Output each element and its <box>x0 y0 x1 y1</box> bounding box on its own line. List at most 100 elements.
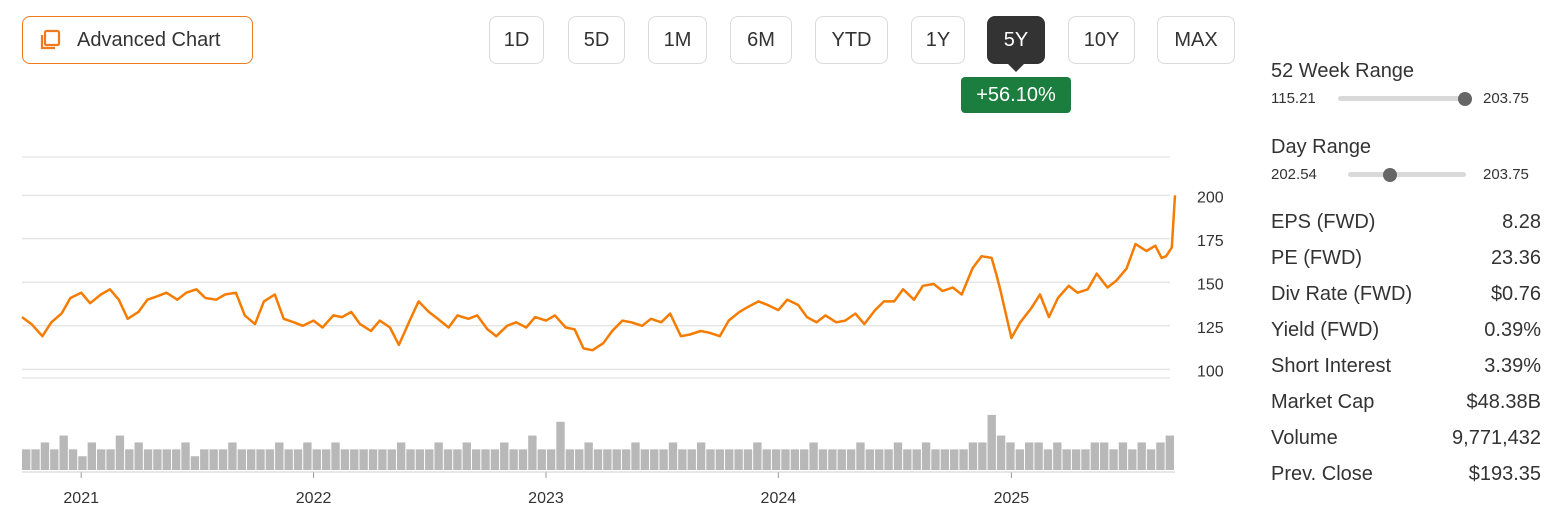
stat-label: EPS (FWD) <box>1271 211 1376 233</box>
volume-bar <box>809 442 818 470</box>
volume-bar <box>696 442 706 470</box>
stat-row-volume: Volume 9,771,432 <box>1271 427 1541 450</box>
volume-bar <box>181 442 190 470</box>
stat-value: 8.28 <box>1502 211 1541 233</box>
period-button-1m[interactable]: 1M <box>648 16 707 64</box>
period-button-10y[interactable]: 10Y <box>1068 16 1135 64</box>
volume-bar <box>303 442 312 470</box>
volume-bar <box>1128 449 1137 470</box>
week52-low: 115.21 <box>1271 90 1316 107</box>
volume-bar <box>275 442 284 470</box>
x-tick-label: 2023 <box>528 490 564 507</box>
volume-bar <box>800 449 809 470</box>
volume-bar <box>593 449 603 470</box>
volume-bar <box>265 449 275 470</box>
volume-bar <box>40 442 50 470</box>
volume-bar <box>340 449 350 470</box>
volume-bar <box>378 449 387 470</box>
volume-bar <box>678 449 687 470</box>
y-tick-label: 125 <box>1197 320 1224 337</box>
price-chart[interactable]: 100 125 150 175 200 2021 2022 2023 2024 2025 <box>0 0 1250 530</box>
volume-bar <box>406 449 415 470</box>
volume-bar <box>584 442 593 470</box>
stat-row-market-cap: Market Cap $48.38B <box>1271 391 1541 414</box>
period-button-max[interactable]: MAX <box>1157 16 1235 64</box>
volume-bar <box>1062 449 1071 470</box>
stat-label: Short Interest <box>1271 355 1392 377</box>
x-tick-label: 2024 <box>761 490 797 507</box>
volume-bar <box>143 449 153 470</box>
volume-bar <box>1081 449 1090 470</box>
week52-marker <box>1457 92 1472 106</box>
stat-label: Div Rate (FWD) <box>1271 283 1413 305</box>
week52-title: 52 Week Range <box>1271 60 1415 82</box>
volume-bar <box>912 449 921 470</box>
volume-bar <box>1137 442 1146 470</box>
change-badge: +56.10% <box>961 77 1071 113</box>
period-button-1d[interactable]: 1D <box>489 16 544 64</box>
stat-row-pe: PE (FWD) 23.36 <box>1271 247 1541 270</box>
volume-bar <box>640 449 650 470</box>
volume-bar <box>425 449 434 470</box>
period-button-ytd[interactable]: YTD <box>815 16 888 64</box>
volume-bar <box>603 449 612 470</box>
volume-bar <box>921 442 931 470</box>
x-tick-label: 2021 <box>63 490 99 507</box>
day-range-low: 202.54 <box>1271 166 1317 183</box>
volume-bar <box>875 449 884 470</box>
stat-row-eps: EPS (FWD) 8.28 <box>1271 211 1541 234</box>
stat-value: $48.38B <box>1466 391 1541 413</box>
day-range-marker <box>1383 168 1398 182</box>
volume-bar <box>828 449 837 470</box>
y-tick-label: 150 <box>1197 276 1224 293</box>
volume-bar <box>87 442 96 470</box>
volume-bar <box>490 449 500 470</box>
stat-value: $0.76 <box>1490 283 1541 305</box>
advanced-chart-button[interactable]: Advanced Chart <box>22 16 253 64</box>
volume-bar <box>818 449 828 470</box>
volume-bar <box>706 449 715 470</box>
x-tick-label: 2025 <box>994 490 1030 507</box>
stat-value: $193.35 <box>1468 463 1541 485</box>
volume-bar <box>987 414 996 470</box>
volume-bar <box>256 449 265 470</box>
volume-bar <box>396 442 406 470</box>
stat-value: 9,771,432 <box>1452 427 1541 449</box>
volume-bar <box>321 449 331 470</box>
volume-bar <box>500 442 509 470</box>
volume-bar <box>96 449 106 470</box>
period-button-5d[interactable]: 5D <box>568 16 625 64</box>
volume-bar <box>650 449 659 470</box>
volume-bar <box>462 442 471 470</box>
volume-bar <box>753 442 762 470</box>
volume-bar <box>200 449 209 470</box>
volume-bar <box>856 442 865 470</box>
volume-bar <box>1071 449 1081 470</box>
volume-bar <box>68 449 78 470</box>
volume-bar <box>1109 449 1118 470</box>
volume-bar <box>293 449 303 470</box>
period-button-5y[interactable]: 5Y <box>987 16 1045 64</box>
volume-bar <box>940 449 950 470</box>
period-button-1y[interactable]: 1Y <box>911 16 965 64</box>
volume-bar <box>1118 442 1128 470</box>
volume-bar <box>781 449 790 470</box>
volume-bar <box>453 449 462 470</box>
volume-bar <box>903 449 912 470</box>
stat-label: Market Cap <box>1271 391 1375 413</box>
volume-bar <box>528 435 537 470</box>
volume-bar <box>434 442 443 470</box>
volume-bar <box>546 449 556 470</box>
volume-bar <box>959 449 968 470</box>
period-button-6m[interactable]: 6M <box>730 16 792 64</box>
stat-label: Yield (FWD) <box>1271 319 1380 341</box>
stat-value: 3.39% <box>1484 355 1541 377</box>
volume-bar <box>509 449 518 470</box>
stat-value: 0.39% <box>1484 319 1541 341</box>
volume-bar <box>368 449 378 470</box>
volume-bar <box>837 449 846 470</box>
volume-bar <box>471 449 481 470</box>
stat-row-div-rate: Div Rate (FWD) $0.76 <box>1271 283 1541 306</box>
volume-bar <box>1006 442 1015 470</box>
volume-bar <box>312 449 321 470</box>
